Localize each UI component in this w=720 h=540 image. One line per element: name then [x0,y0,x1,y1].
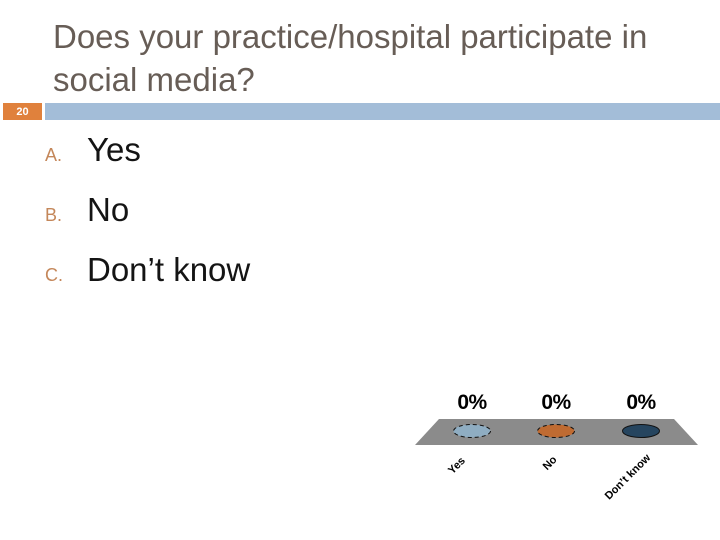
answer-marker: A. [45,145,63,165]
slide-number-badge: 20 [3,103,42,120]
cylinder-base-yes [453,424,491,438]
answer-item-dont-know: C. Don’t know [45,251,250,311]
page-title: Does your practice/hospital participate … [53,18,648,98]
answer-marker: C. [45,265,63,285]
answer-marker: B. [45,205,63,225]
cylinder-base-dont-know [622,424,660,438]
poll-results-chart: 0% 0% 0% Yes No Don’t know [405,388,715,533]
percent-label-yes: 0% [457,391,487,414]
percent-label-no: 0% [541,391,571,414]
title-accent-bar [45,103,720,120]
answer-label: Don’t know [87,251,251,288]
poll-chart-canvas [415,419,698,445]
answer-label: No [87,191,130,228]
cylinder-base-no [537,424,575,438]
answer-list: A. Yes B. No C. Don’t know [45,131,250,311]
answer-label: Yes [87,131,141,168]
percent-label-dont-know: 0% [626,391,656,414]
answer-item-no: B. No [45,191,250,251]
answer-item-yes: A. Yes [45,131,250,191]
